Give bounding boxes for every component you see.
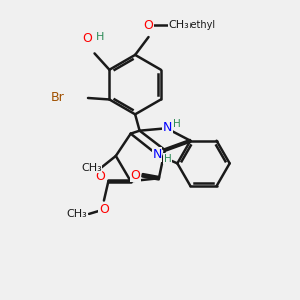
Text: CH₃: CH₃ xyxy=(81,163,102,173)
Text: O: O xyxy=(82,32,92,45)
Text: O: O xyxy=(144,19,154,32)
Text: CH₃: CH₃ xyxy=(169,20,190,30)
Text: O: O xyxy=(99,203,109,216)
Text: N: N xyxy=(152,148,162,161)
Text: N: N xyxy=(163,121,172,134)
Text: methyl: methyl xyxy=(181,20,215,30)
Text: CH₃: CH₃ xyxy=(67,209,88,219)
Text: O: O xyxy=(130,169,140,182)
Text: H: H xyxy=(164,154,171,164)
Text: Br: Br xyxy=(50,92,64,104)
Text: O: O xyxy=(95,170,105,183)
Text: H: H xyxy=(96,32,105,42)
Text: H: H xyxy=(173,119,181,129)
